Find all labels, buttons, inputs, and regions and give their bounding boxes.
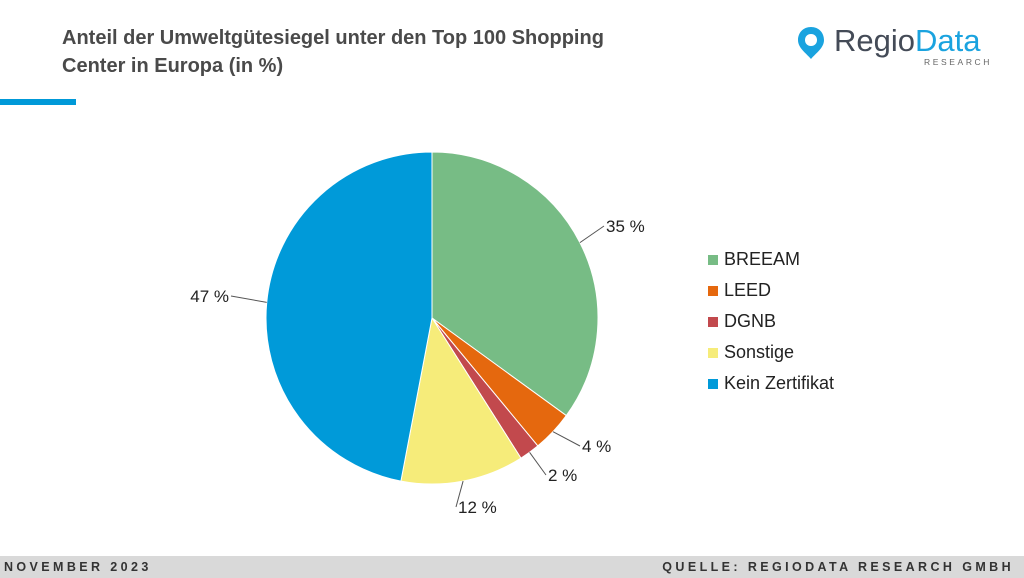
title-accent-bar xyxy=(0,99,76,105)
legend-label: BREEAM xyxy=(724,249,801,269)
legend-label: LEED xyxy=(724,280,772,300)
legend-swatch xyxy=(708,285,718,296)
legend-item: Sonstige xyxy=(708,337,834,368)
legend-item: BREEAM xyxy=(708,244,834,275)
pie-slice-sonstige xyxy=(400,316,522,485)
footer-bar: NOVEMBER 2023 QUELLE: REGIODATA RESEARCH… xyxy=(0,556,1024,578)
logo-word-regio: Regio xyxy=(834,23,915,58)
pie-slice-kein-zertifikat xyxy=(265,151,433,482)
logo-word-data: Data xyxy=(915,23,981,58)
pie-slice-breeam xyxy=(431,151,599,417)
legend-label: DGNB xyxy=(724,311,777,331)
legend-item: Kein Zertifikat xyxy=(708,368,834,399)
legend-swatch xyxy=(708,347,718,358)
chart-legend: BREEAM LEED DGNB Sonstige Kein Zertifikat xyxy=(708,244,834,399)
chart-title: Anteil der Umweltgütesiegel unter den To… xyxy=(62,24,702,80)
legend-label: Sonstige xyxy=(724,342,795,362)
data-label: 2 % xyxy=(548,466,577,485)
legend-item: DGNB xyxy=(708,306,834,337)
chart-title-line-1: Anteil der Umweltgütesiegel unter den To… xyxy=(62,27,604,49)
data-label: 12 % xyxy=(458,498,497,517)
legend-item: LEED xyxy=(708,275,834,306)
map-pin-icon xyxy=(798,27,824,59)
leader-line xyxy=(230,295,267,303)
leader-line xyxy=(529,452,547,476)
data-label: 47 % xyxy=(190,287,229,306)
logo-wordmark: RegioData xyxy=(834,24,980,58)
logo-subtitle: RESEARCH xyxy=(924,57,993,67)
legend-swatch xyxy=(708,378,718,389)
chart-title-line-2: Center in Europa (in %) xyxy=(62,55,284,77)
data-label: 4 % xyxy=(582,437,611,456)
legend-label: Kein Zertifikat xyxy=(724,373,835,393)
leader-line xyxy=(455,480,464,508)
footer-date: NOVEMBER 2023 xyxy=(4,560,152,574)
regiodata-logo: RegioData RESEARCH xyxy=(796,24,1006,68)
legend-swatch xyxy=(708,316,718,327)
footer-source: QUELLE: REGIODATA RESEARCH GMBH xyxy=(662,560,1014,574)
data-label: 35 % xyxy=(606,217,645,236)
leader-line xyxy=(579,225,605,244)
legend-swatch xyxy=(708,254,718,265)
leader-line xyxy=(552,431,581,447)
